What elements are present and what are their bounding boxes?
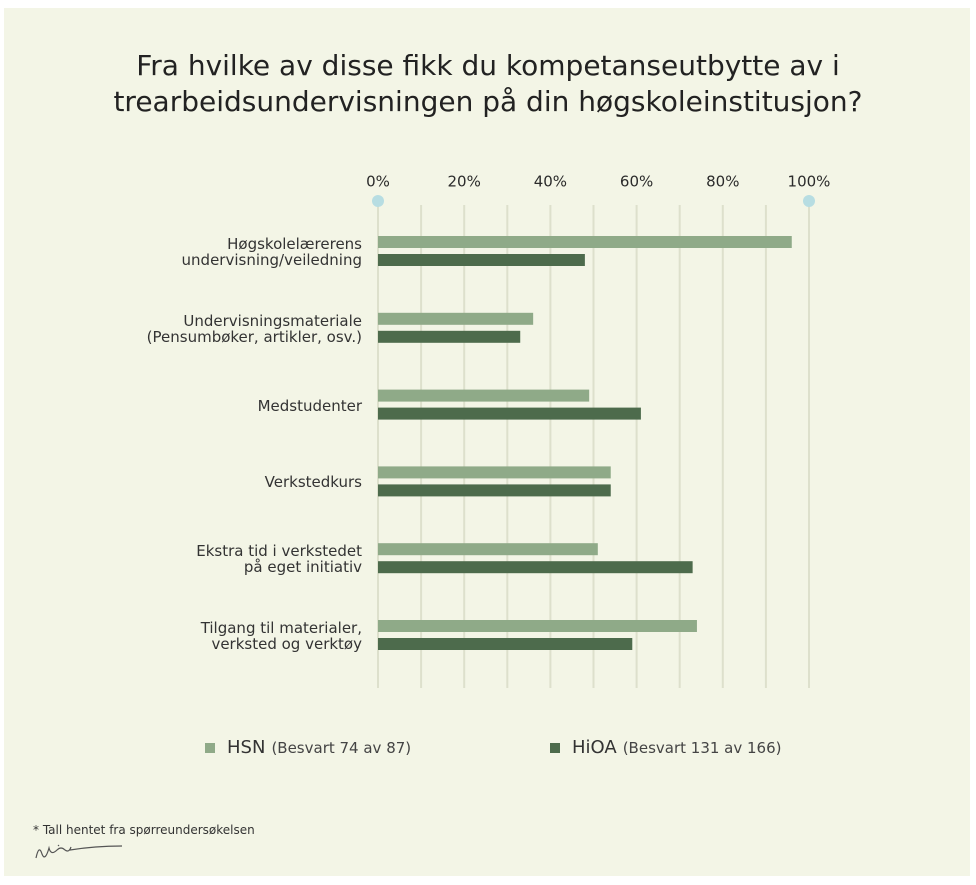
x-tick-label: 20%: [448, 173, 481, 191]
bar: [378, 254, 585, 266]
bar: [378, 330, 521, 343]
bar: [378, 620, 697, 632]
bar: [378, 638, 633, 650]
axis-end-dot: [803, 195, 815, 207]
legend-label: HiOA: [572, 737, 617, 758]
y-tick-label: Høgskolelærerens undervisning/veiledning: [181, 235, 362, 269]
bar: [378, 389, 590, 402]
bar: [378, 543, 598, 556]
legend-item: HSN (Besvart 74 av 87): [205, 737, 411, 758]
legend-note: (Besvart 131 av 166): [622, 738, 782, 757]
y-tick-label: Undervisningsmateriale (Pensumbøker, art…: [146, 311, 362, 346]
bar: [378, 484, 611, 497]
x-tick-label: 60%: [620, 173, 653, 191]
x-tick-label: 80%: [706, 173, 739, 191]
signature: [35, 844, 123, 859]
bar: [378, 466, 611, 479]
y-tick-label: Tilgang til materialer, verksted og verk…: [200, 619, 362, 653]
legend-label: HSN: [227, 737, 266, 758]
axis-end-dot: [372, 195, 384, 207]
bar: [378, 236, 792, 248]
legend-note: (Besvart 74 av 87): [271, 738, 412, 757]
legend-swatch: [550, 742, 560, 753]
legend-item: HiOA (Besvart 131 av 166): [550, 737, 782, 758]
footnote: * Tall hentet fra spørreundersøkelsen: [33, 823, 255, 837]
bar: [378, 407, 641, 420]
x-tick-label: 0%: [366, 173, 390, 191]
y-tick-label: Verkstedkurs: [264, 473, 362, 492]
bar: [378, 561, 693, 574]
y-tick-label: Medstudenter: [257, 396, 362, 415]
legend-swatch: [205, 742, 215, 753]
chart-title: Fra hvilke av disse fikk du kompetanseut…: [113, 49, 863, 118]
x-tick-label: 100%: [788, 173, 831, 191]
x-tick-label: 40%: [534, 173, 567, 191]
bar: [378, 312, 534, 325]
y-tick-label: Ekstra tid i verkstedet på eget initiati…: [196, 542, 362, 577]
